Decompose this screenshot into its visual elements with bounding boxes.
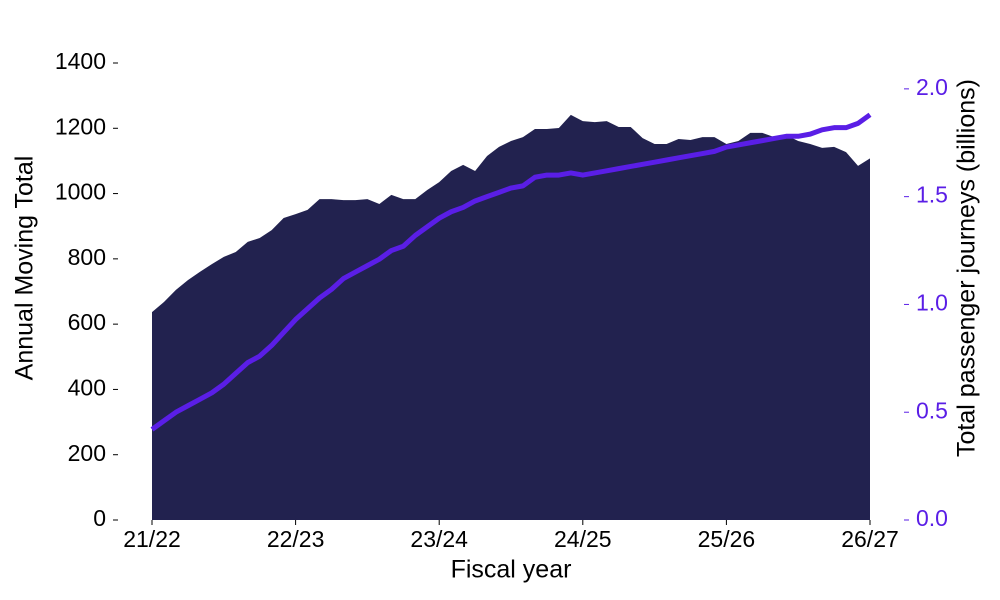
y-tick-label: 200	[68, 440, 106, 466]
x-tick-label: 26/27	[841, 526, 899, 552]
x-tick-label: 25/26	[698, 526, 756, 552]
y-tick-label: 1000	[55, 179, 106, 205]
y-tick-label: 1400	[55, 48, 106, 74]
y-tick-label: 1200	[55, 113, 106, 139]
x-tick-label: 23/24	[410, 526, 468, 552]
area	[152, 114, 870, 520]
y-tick-label: 0	[93, 505, 106, 531]
y2-tick-label: 1.0	[916, 290, 948, 316]
x-axis-label: Fiscal year	[451, 556, 572, 584]
y2-tick-label: 1.5	[916, 182, 948, 208]
x-tick-label: 24/25	[554, 526, 612, 552]
y2-tick-label: 2.0	[916, 74, 948, 100]
line	[150, 112, 872, 432]
x-tick-label: 21/22	[123, 526, 181, 552]
x-tick-label: 22/23	[267, 526, 325, 552]
y-axis-label: Annual Moving Total	[11, 156, 39, 381]
y-tick-label: 600	[68, 309, 106, 335]
y2-tick-label: 0.5	[916, 397, 948, 423]
y-tick-label: 400	[68, 375, 106, 401]
y2-axis-label: Total passenger journeys (billions)	[953, 79, 981, 457]
y-tick-label: 800	[68, 244, 106, 270]
y2-tick-label: 0.0	[916, 505, 948, 531]
